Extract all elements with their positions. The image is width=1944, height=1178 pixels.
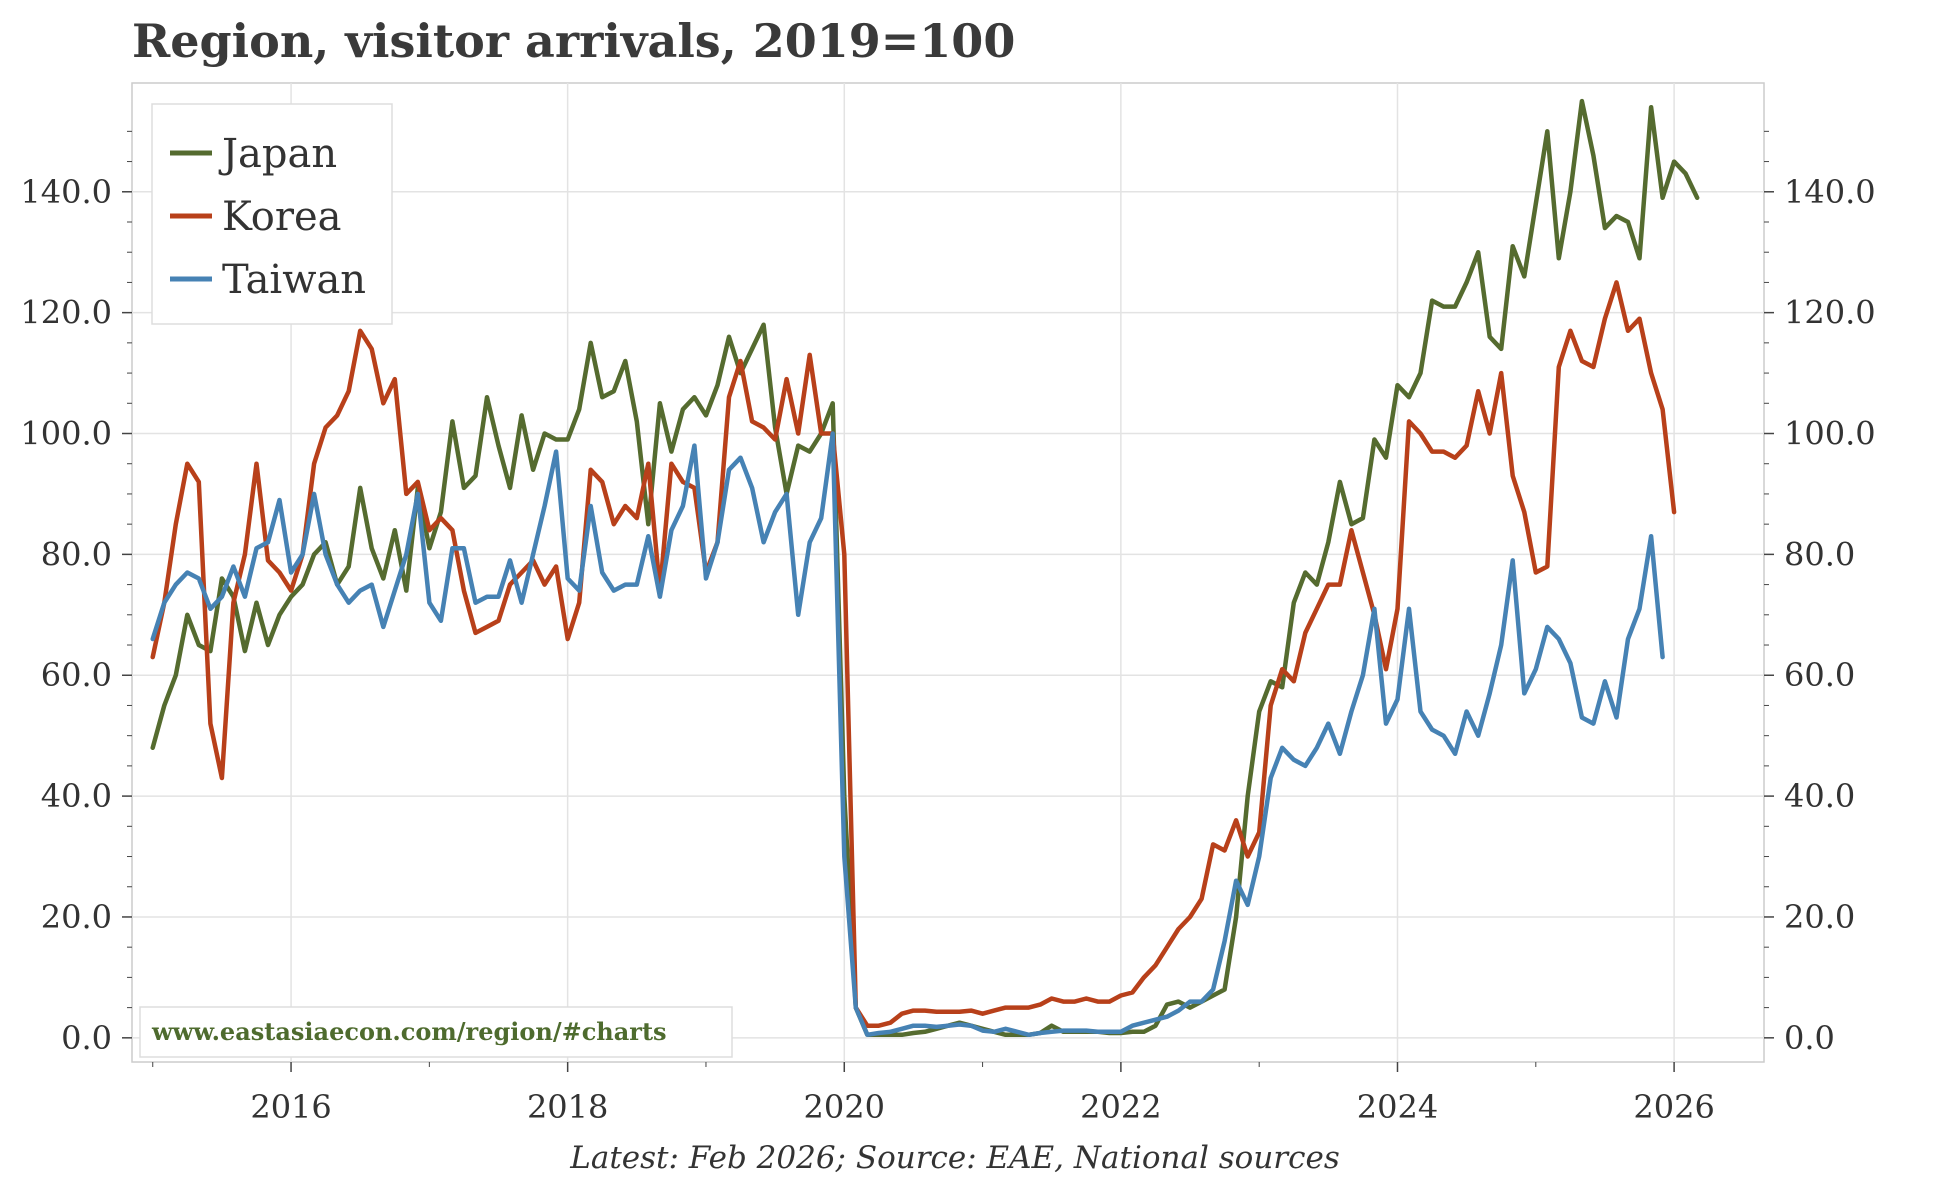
series-line-japan xyxy=(150,98,1700,1038)
y-tick-label-right: 120.0 xyxy=(1784,294,1876,332)
y-tick-label-left: 40.0 xyxy=(41,777,112,815)
series-line-taiwan xyxy=(150,431,1665,1038)
x-tick-label: 2018 xyxy=(527,1088,608,1126)
y-tick-label-right: 140.0 xyxy=(1784,173,1876,211)
y-tick-label-right: 60.0 xyxy=(1784,656,1855,694)
watermark-url: www.eastasiaecon.com/region/#charts xyxy=(151,1017,667,1046)
y-tick-label-left: 100.0 xyxy=(20,415,112,453)
y-tick-label-left: 20.0 xyxy=(41,898,112,936)
y-tick-label-right: 100.0 xyxy=(1784,415,1876,453)
y-tick-label-left: 0.0 xyxy=(61,1019,112,1057)
legend-label-korea: Korea xyxy=(222,194,342,240)
y-tick-label-right: 0.0 xyxy=(1784,1019,1835,1057)
legend-label-taiwan: Taiwan xyxy=(222,257,366,303)
y-tick-label-right: 40.0 xyxy=(1784,777,1855,815)
axes-group: 0.0 0.0 20.0 20.0 40.0 40.0 60.0 60.0 80.0 80.0 10… xyxy=(20,130,1876,1126)
x-tick-label: 2022 xyxy=(1080,1088,1161,1126)
legend: Japan Korea Taiwan xyxy=(151,103,393,325)
legend-label-japan: Japan xyxy=(218,131,337,177)
x-tick-label: 2026 xyxy=(1633,1088,1714,1126)
y-tick-label-right: 20.0 xyxy=(1784,898,1855,936)
y-tick-label-left: 60.0 xyxy=(41,656,112,694)
series-line-korea xyxy=(150,280,1677,1028)
x-tick-label: 2016 xyxy=(250,1088,331,1126)
y-tick-label-left: 80.0 xyxy=(41,535,112,573)
x-tick-label: 2024 xyxy=(1357,1088,1438,1126)
y-tick-label-left: 140.0 xyxy=(20,173,112,211)
watermark-box xyxy=(139,1006,733,1058)
chart-title: Region, visitor arrivals, 2019=100 xyxy=(132,14,1016,68)
y-tick-label-right: 80.0 xyxy=(1784,535,1855,573)
y-tick-label-left: 120.0 xyxy=(20,294,112,332)
watermark: www.eastasiaecon.com/region/#charts xyxy=(139,1006,733,1058)
source-note: Latest: Feb 2026; Source: EAE, National … xyxy=(569,1140,1339,1176)
x-tick-label: 2020 xyxy=(804,1088,885,1126)
series-group xyxy=(150,98,1700,1038)
